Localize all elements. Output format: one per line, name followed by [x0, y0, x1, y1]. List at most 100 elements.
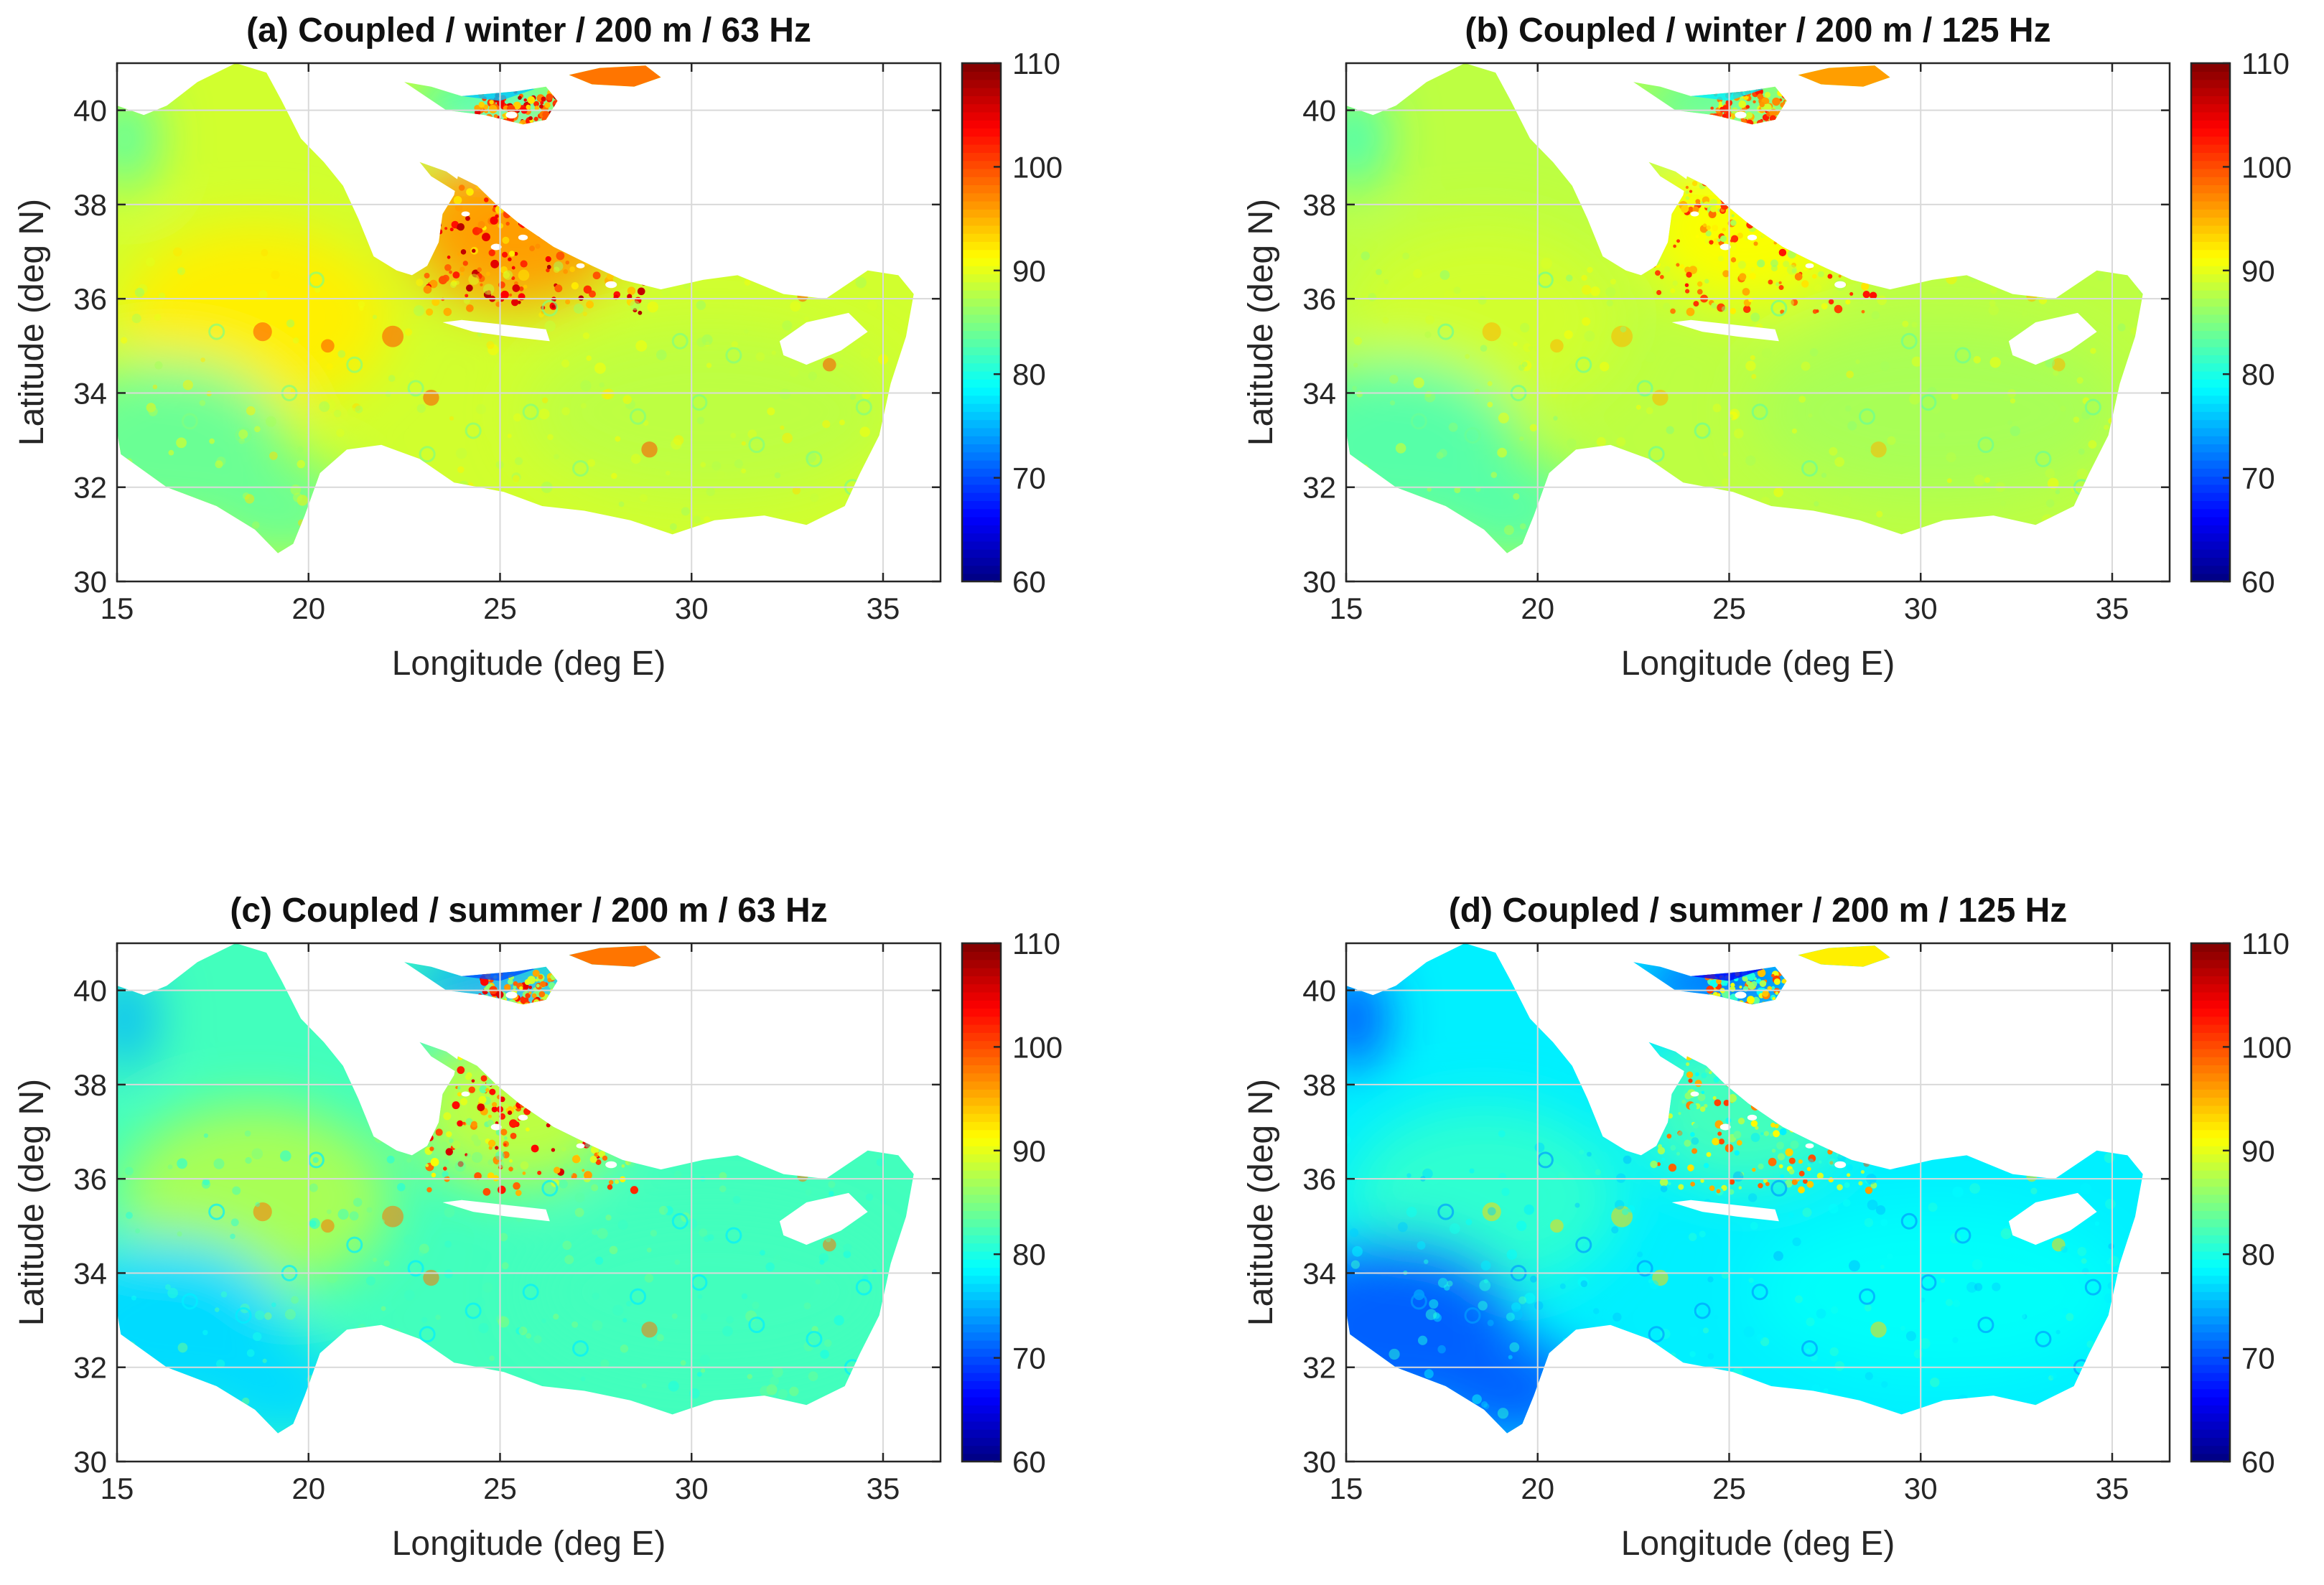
- speckle: [553, 1166, 561, 1174]
- speckle: [1772, 996, 1775, 1001]
- speckle: [539, 104, 543, 109]
- ring-spot: [1648, 1326, 1665, 1343]
- speckle: [500, 290, 509, 299]
- speckle: [1701, 1090, 1705, 1095]
- speckle: [1616, 437, 1626, 447]
- speckle: [1694, 1080, 1702, 1088]
- speckle: [1706, 225, 1711, 230]
- speckle: [2090, 347, 2096, 355]
- island: [490, 243, 502, 251]
- speckle: [760, 1385, 771, 1397]
- y-tick-label: 40: [73, 974, 107, 1008]
- speckle: [1806, 1166, 1811, 1172]
- colorbar-step: [2191, 500, 2230, 510]
- speckle: [1681, 1099, 1686, 1104]
- speckle: [1778, 1164, 1783, 1169]
- speckle: [1775, 991, 1779, 995]
- speckle: [1876, 510, 1883, 518]
- speckle: [860, 347, 871, 359]
- colorbar-step: [2191, 492, 2230, 501]
- speckle: [1828, 1158, 1837, 1166]
- y-tick-label: 38: [73, 1068, 107, 1102]
- speckle: [1765, 1182, 1770, 1187]
- colorbar-step: [2191, 1453, 2230, 1462]
- speckle: [1758, 1163, 1764, 1170]
- speckle: [1439, 270, 1450, 280]
- speckle: [1783, 261, 1790, 268]
- speckle: [627, 286, 636, 295]
- colorbar-step: [2191, 338, 2230, 347]
- speckle: [457, 1120, 463, 1127]
- speckle: [522, 1172, 526, 1175]
- colorbar-step: [962, 951, 1001, 960]
- speckle: [1534, 1301, 1544, 1311]
- speckle: [253, 426, 261, 433]
- speckle: [145, 257, 155, 267]
- speckle: [527, 96, 536, 104]
- speckle: [1506, 1312, 1515, 1322]
- speckle: [719, 1172, 727, 1180]
- ring-spot: [522, 403, 539, 421]
- hot-patch: [822, 357, 836, 372]
- speckle: [449, 1138, 454, 1144]
- speckle: [669, 523, 677, 530]
- speckle: [1670, 308, 1676, 314]
- ring-spot: [407, 380, 424, 397]
- speckle: [1865, 1186, 1873, 1194]
- speckle: [1487, 401, 1493, 408]
- colorbar-tick-label: 70: [1012, 462, 1046, 495]
- panel-b: 15 20 25 30 35 30 32 34 36 38 40 (b) Coupled / wint…: [1229, 0, 2324, 703]
- speckle: [1596, 436, 1606, 447]
- colorbar-step: [2191, 314, 2230, 323]
- speckle: [1389, 1348, 1400, 1360]
- speckle: [1689, 266, 1697, 274]
- colorbar-step: [962, 1250, 1001, 1260]
- speckle: [726, 1316, 734, 1324]
- y-tick-label: 34: [73, 376, 107, 410]
- speckle: [2076, 377, 2083, 384]
- speckle: [2078, 448, 2085, 455]
- colorbar-step: [962, 233, 1001, 242]
- speckle: [1454, 487, 1461, 494]
- speckle: [1356, 391, 1363, 398]
- speckle: [574, 1192, 585, 1203]
- colorbar-step: [962, 976, 1001, 985]
- speckle: [1553, 416, 1558, 421]
- colorbar-step: [962, 257, 1001, 266]
- hot-patch: [1550, 339, 1564, 353]
- colorbar-tick-label: 60: [2241, 1445, 2275, 1479]
- colorbar-step: [2191, 1218, 2230, 1228]
- speckle: [349, 1211, 359, 1221]
- speckle: [215, 1307, 220, 1312]
- speckle: [1862, 291, 1870, 299]
- colorbar-tick-label: 90: [2241, 254, 2275, 288]
- speckle: [2105, 1198, 2116, 1210]
- speckle: [457, 1066, 465, 1075]
- colorbar-step: [962, 1056, 1001, 1066]
- speckle: [431, 1172, 437, 1178]
- speckle: [1465, 1218, 1473, 1225]
- speckle: [564, 1303, 571, 1309]
- speckle: [1845, 299, 1851, 305]
- colorbar-step: [2191, 176, 2230, 186]
- speckle: [1770, 1122, 1775, 1128]
- colorbar-step: [962, 152, 1001, 162]
- speckle: [611, 472, 617, 480]
- colorbar-step: [962, 1396, 1001, 1406]
- speckle: [167, 1287, 178, 1299]
- speckle: [485, 1088, 490, 1093]
- speckle: [1478, 296, 1487, 305]
- colorbar-step: [962, 266, 1001, 275]
- speckle: [465, 294, 469, 298]
- speckle: [1424, 391, 1432, 398]
- x-tick-label: 25: [1712, 592, 1746, 625]
- hot-patch: [1482, 322, 1501, 342]
- speckle: [2010, 398, 2016, 404]
- speckle: [1701, 1072, 1707, 1079]
- colorbar-step: [962, 1445, 1001, 1454]
- speckle: [2080, 1183, 2091, 1194]
- colorbar-step: [2191, 1250, 2230, 1260]
- speckle: [1747, 1193, 1758, 1202]
